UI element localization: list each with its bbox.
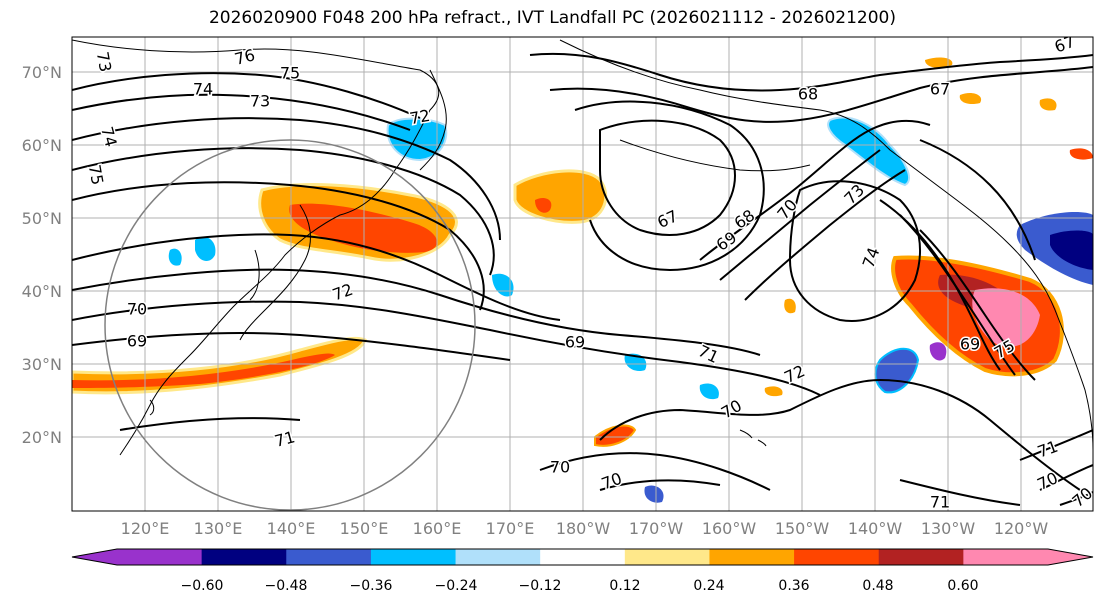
lon-tick-label: 160°E	[413, 519, 462, 538]
negative-anomaly-spot	[624, 353, 647, 372]
lon-tick-label: 130°W	[921, 519, 976, 538]
positive-anomaly-spot	[1039, 98, 1057, 111]
colorbar-tick-labels: −0.60 −0.48 −0.36 −0.24 −0.12 0.12 0.24 …	[181, 578, 979, 594]
colorbar-segment	[963, 549, 1049, 565]
negative-anomaly-spot	[195, 236, 216, 262]
strong-positive-anomaly-region	[289, 203, 437, 253]
colorbar-tick-label: 0.48	[862, 578, 893, 594]
colorbar-segment	[794, 549, 880, 565]
colorbar-extend-high	[1048, 549, 1093, 565]
contour-label: 70	[550, 458, 570, 477]
contour-label: 75	[280, 64, 300, 83]
colorbar-tick-label: 0.12	[609, 578, 640, 594]
colorbar-tick-label: −0.60	[181, 578, 224, 594]
lat-tick-label: 70°N	[22, 63, 62, 82]
lon-tick-label: 150°E	[340, 519, 389, 538]
strong-positive-anomaly-band	[72, 353, 335, 388]
landfall-radius-circle	[104, 139, 476, 511]
lon-tick-label: 150°W	[775, 519, 830, 538]
lon-tick-label: 170°E	[486, 519, 535, 538]
max-positive-anomaly-region	[972, 288, 1040, 347]
negative-anomaly-region	[386, 117, 448, 162]
latitude-axis: 70°N 60°N 50°N 40°N 30°N 20°N	[22, 63, 62, 447]
coastline-taiwan	[149, 399, 155, 416]
colorbar-segment	[370, 549, 457, 565]
negative-anomaly-spot	[168, 248, 182, 266]
lat-tick-label: 60°N	[22, 136, 62, 155]
lon-tick-label: 170°W	[629, 519, 684, 538]
lat-tick-label: 40°N	[22, 282, 62, 301]
contour-label: 68	[798, 85, 818, 104]
contour-label: 74	[193, 80, 213, 99]
colorbar-segment	[286, 549, 372, 565]
colorbar-segment	[117, 549, 203, 565]
strong-negative-anomaly-region	[1050, 230, 1093, 270]
colorbar-tick-label: −0.36	[350, 578, 393, 594]
positive-anomaly-spot	[784, 298, 796, 314]
strong-positive-anomaly-blob	[535, 198, 552, 213]
chart-title: 2026020900 F048 200 hPa refract., IVT La…	[208, 8, 896, 28]
grid-lines	[72, 37, 1093, 511]
contour-label: 73	[250, 92, 270, 111]
coastline-alaska	[559, 39, 1093, 451]
contour-label: 69	[960, 335, 980, 354]
coastline-japan	[239, 204, 311, 341]
contour-label: 69	[127, 332, 147, 351]
lon-tick-label: 120°W	[994, 519, 1049, 538]
colorbar-tick-label: 0.36	[778, 578, 809, 594]
negative-anomaly-spot	[699, 383, 719, 400]
positive-anomaly-spot	[594, 424, 637, 447]
contour-label: 73	[93, 50, 115, 73]
coastline-hawaii	[739, 429, 767, 447]
longitude-axis: 120°E 130°E 140°E 150°E 160°E 170°E 180°…	[121, 519, 1049, 538]
lat-tick-label: 30°N	[22, 355, 62, 374]
contour-label: 71	[930, 493, 950, 512]
colorbar-outline	[71, 548, 1094, 566]
contour-label: 70	[127, 300, 147, 319]
colorbar-segment	[878, 549, 964, 565]
positive-anomaly-spot	[764, 386, 783, 397]
colorbar-tick-label: −0.24	[435, 578, 478, 594]
colorbar-segment	[709, 549, 795, 565]
colorbar-segment	[201, 549, 287, 565]
lon-tick-label: 140°W	[848, 519, 903, 538]
colorbar	[71, 548, 1094, 566]
colorbar-segment	[624, 549, 710, 565]
colorbar-tick-label: −0.12	[519, 578, 562, 594]
lon-tick-label: 120°E	[121, 519, 170, 538]
positive-anomaly-blob	[513, 169, 608, 224]
lon-tick-label: 180°W	[556, 519, 611, 538]
lat-tick-label: 20°N	[22, 428, 62, 447]
contour-label: 69	[565, 333, 585, 352]
colorbar-extend-low	[72, 549, 117, 565]
contour-label: 72	[408, 106, 431, 128]
colorbar-segment	[455, 549, 541, 565]
colorbar-tick-label: 0.24	[693, 578, 724, 594]
lon-tick-label: 160°W	[702, 519, 757, 538]
negative-anomaly-spot	[644, 485, 664, 503]
coastline-asia	[72, 39, 440, 456]
colorbar-segment	[540, 549, 626, 565]
positive-anomaly-spot	[1069, 148, 1093, 160]
positive-anomaly-spot	[959, 92, 982, 105]
colorbar-tick-label: −0.48	[265, 578, 308, 594]
positive-anomaly-spot	[925, 57, 953, 68]
contour-label: 67	[930, 80, 950, 99]
height-contours	[72, 52, 1093, 506]
negative-anomaly-spot	[929, 342, 947, 361]
coastline-korea	[249, 249, 260, 301]
colorbar-tick-label: 0.60	[947, 578, 978, 594]
lat-tick-label: 50°N	[22, 209, 62, 228]
coastline-kamchatka	[419, 69, 447, 171]
contour-label: 75	[85, 163, 107, 186]
lon-tick-label: 140°E	[267, 519, 316, 538]
lon-tick-label: 130°E	[194, 519, 243, 538]
map-frame	[71, 36, 1094, 512]
